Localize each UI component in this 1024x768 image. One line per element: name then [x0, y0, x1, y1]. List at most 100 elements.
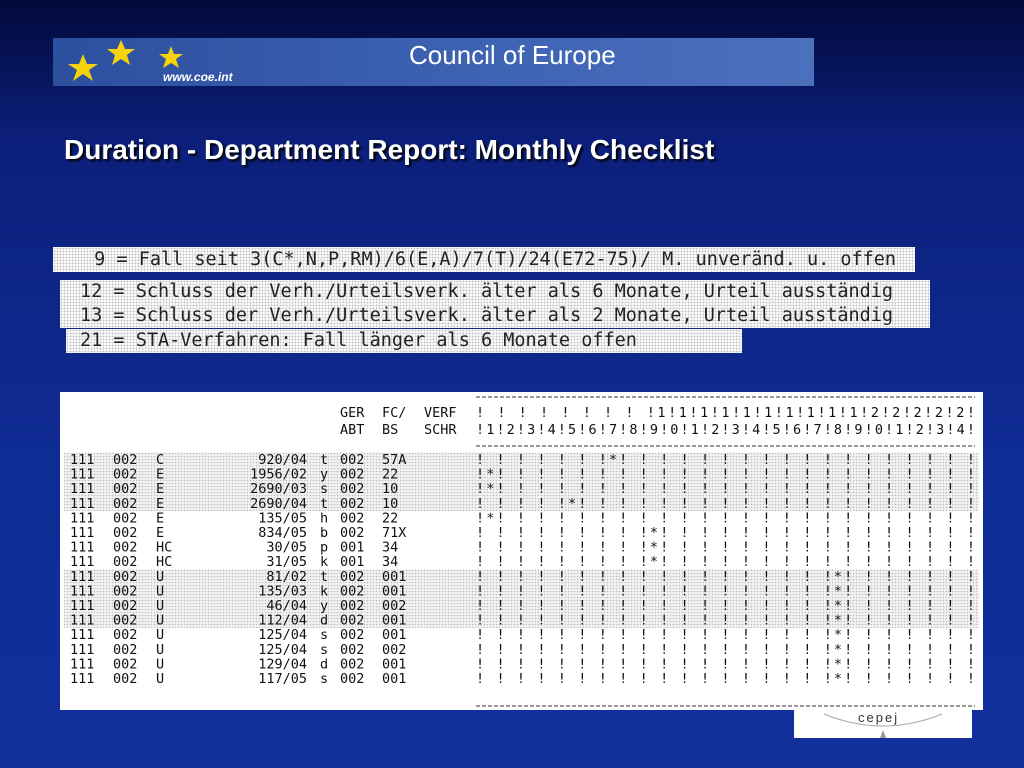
- checklist-cell: !*! ! ! ! ! ! ! ! ! ! ! ! ! ! ! ! ! ! ! …: [476, 510, 975, 526]
- cell: 117/05: [258, 671, 307, 687]
- cell: 834/05: [258, 525, 307, 541]
- cell: 125/04: [258, 642, 307, 658]
- cell: 002: [113, 583, 137, 599]
- cell: U: [156, 569, 164, 585]
- checklist-cell: ! ! ! ! ! ! ! ! ! ! ! ! ! ! ! ! ! !*! ! …: [476, 627, 975, 643]
- checklist-cell: ! ! ! ! ! ! ! ! ! ! ! ! ! ! ! ! ! !*! ! …: [476, 598, 975, 614]
- cell: 002: [340, 642, 364, 658]
- cell: 22: [382, 467, 398, 483]
- slide-title: Duration - Department Report: Monthly Ch…: [64, 134, 715, 165]
- cell: 002: [113, 627, 137, 643]
- column-header: VERF: [424, 405, 457, 421]
- checklist-cell: ! ! ! ! ! ! ! ! ! ! ! ! ! ! ! ! ! !*! ! …: [476, 656, 975, 672]
- cell: 002: [340, 467, 364, 483]
- legend-box: 12 = Schluss der Verh./Urteilsverk. älte…: [60, 280, 930, 328]
- cell: 002: [340, 613, 364, 629]
- cell: 34: [382, 540, 398, 556]
- checklist-cell: ! ! ! ! ! ! ! ! !*! ! ! ! ! ! ! ! ! ! ! …: [476, 554, 975, 570]
- legend-text: 9 = Fall seit 3(C*,N,P,RM)/6(E,A)/7(T)/2…: [83, 249, 897, 270]
- cell: 112/04: [258, 613, 307, 629]
- cell: 135/05: [258, 510, 307, 526]
- cell: 57A: [382, 452, 406, 468]
- cell: 001: [382, 613, 406, 629]
- cell: b: [320, 525, 328, 541]
- cell: 002: [340, 525, 364, 541]
- cell: 001: [382, 671, 406, 687]
- cell: s: [320, 627, 328, 643]
- logo-banner: Council of Europe www.coe.int: [53, 38, 814, 86]
- checklist-cell: ! ! ! ! ! ! ! ! !*! ! ! ! ! ! ! ! ! ! ! …: [476, 540, 975, 556]
- cell: 002: [113, 569, 137, 585]
- cell: 2690/03: [250, 481, 307, 497]
- cell: 002: [340, 671, 364, 687]
- cell: p: [320, 540, 328, 556]
- cell: 002: [113, 540, 137, 556]
- cell: 10: [382, 481, 398, 497]
- cell: s: [320, 481, 328, 497]
- cell: 001: [382, 627, 406, 643]
- cell: t: [320, 496, 328, 512]
- cell: 002: [113, 613, 137, 629]
- cell: 001: [382, 569, 406, 585]
- cell: 002: [113, 496, 137, 512]
- row-shade: [64, 569, 979, 585]
- checklist-cell: ! ! ! ! ! ! ! ! ! ! ! ! ! ! ! ! ! !*! ! …: [476, 569, 975, 585]
- column-header: GER: [340, 405, 365, 421]
- row-shade: [64, 584, 979, 599]
- cell: 002: [382, 598, 406, 614]
- cell: 10: [382, 496, 398, 512]
- cell: 002: [113, 642, 137, 658]
- row-shade: [64, 452, 979, 468]
- cell: U: [156, 642, 164, 658]
- cell: 81/02: [266, 569, 307, 585]
- cell: 111: [70, 583, 94, 599]
- cell: y: [320, 598, 328, 614]
- cell: E: [156, 510, 164, 526]
- checklist-cell: ! ! ! ! ! ! ! ! ! ! ! ! ! ! ! ! ! !*! ! …: [476, 583, 975, 599]
- stars: [68, 40, 183, 81]
- row-shade: [64, 467, 979, 482]
- checklist-header: ! ! ! ! ! ! ! ! !1!1!1!1!1!1!1!1!1!1!2!2…: [476, 405, 975, 421]
- cell: d: [320, 613, 328, 629]
- cell: y: [320, 467, 328, 483]
- org-name: Council of Europe: [409, 40, 616, 70]
- cell: 002: [113, 671, 137, 687]
- cell: 22: [382, 510, 398, 526]
- cell: k: [320, 554, 328, 570]
- cell: 002: [340, 510, 364, 526]
- column-header: BS: [382, 422, 398, 438]
- cell: 002: [340, 496, 364, 512]
- cell: d: [320, 656, 328, 672]
- cell: 002: [340, 569, 364, 585]
- cell: 002: [340, 452, 364, 468]
- legend-line: 21 = STA-Verfahren: Fall länger als 6 Mo…: [66, 329, 742, 353]
- cell: 111: [70, 627, 94, 643]
- checklist-cell: ! ! ! ! ! ! ! ! ! ! ! ! ! ! ! ! ! !*! ! …: [476, 671, 975, 687]
- checklist-cell: !*! ! ! ! ! ! ! ! ! ! ! ! ! ! ! ! ! ! ! …: [476, 467, 975, 483]
- org-url: www.coe.int: [163, 70, 233, 84]
- cell: 001: [382, 656, 406, 672]
- column-header: FC/: [382, 405, 406, 421]
- checklist-header: !1!2!3!4!5!6!7!8!9!0!1!2!3!4!5!6!7!8!9!0…: [476, 422, 975, 438]
- cell: t: [320, 452, 328, 468]
- cell: 30/05: [266, 540, 307, 556]
- cepej-text: cepej: [858, 710, 900, 725]
- checklist-cell: ! ! ! ! ! ! !*! ! ! ! ! ! ! ! ! ! ! ! ! …: [476, 452, 975, 468]
- cell: E: [156, 496, 164, 512]
- cell: E: [156, 481, 164, 497]
- cell: 111: [70, 496, 94, 512]
- cell: 002: [340, 583, 364, 599]
- checklist-cell: ! ! ! ! ! ! ! ! ! ! ! ! ! ! ! ! ! !*! ! …: [476, 613, 975, 629]
- cell: 135/03: [258, 583, 307, 599]
- cell: E: [156, 525, 164, 541]
- row-shade: [64, 496, 979, 512]
- cell: U: [156, 671, 164, 687]
- cell: 111: [70, 642, 94, 658]
- column-header: SCHR: [424, 422, 457, 438]
- cell: 34: [382, 554, 398, 570]
- cell: 2690/04: [250, 496, 307, 512]
- cell: s: [320, 642, 328, 658]
- cell: E: [156, 467, 164, 483]
- cell: 002: [113, 481, 137, 497]
- row-shade: [64, 481, 979, 497]
